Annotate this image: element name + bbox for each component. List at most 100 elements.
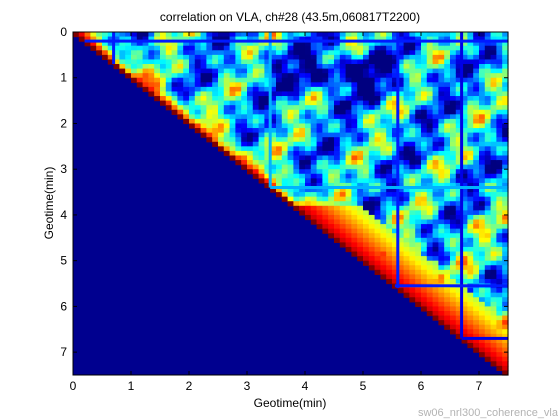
heatmap-cell: [270, 178, 277, 184]
heatmap-cell: [368, 242, 376, 248]
heatmap-cell: [473, 54, 480, 61]
heatmap-cell: [444, 77, 451, 83]
heatmap-cell: [223, 123, 231, 129]
heatmap-cell: [212, 109, 219, 115]
heatmap-cell: [502, 123, 509, 129]
heatmap-cell: [305, 141, 312, 147]
heatmap-cell: [386, 146, 393, 152]
heatmap-cell: [177, 50, 184, 56]
heatmap-cell: [229, 146, 236, 152]
heatmap-cell: [432, 251, 439, 257]
heatmap-cell: [189, 64, 196, 70]
heatmap-cell: [397, 41, 405, 47]
heatmap-cell: [450, 105, 457, 111]
heatmap-cell: [206, 36, 213, 42]
heatmap-cell: [334, 164, 341, 170]
heatmap-cell: [473, 137, 480, 143]
heatmap-cell: [299, 205, 306, 211]
heatmap-cell: [177, 77, 184, 83]
heatmap-cell: [490, 356, 497, 362]
heatmap-cell: [450, 86, 457, 93]
x-axis-label: Geotime(min): [254, 396, 327, 410]
heatmap-cell: [473, 274, 480, 280]
heatmap-cell: [247, 118, 254, 125]
heatmap-cell: [484, 164, 492, 170]
heatmap-cell: [461, 114, 468, 120]
heatmap-cell: [316, 41, 323, 47]
heatmap-cell: [235, 128, 242, 134]
heatmap-cell: [165, 50, 173, 56]
heatmap-cell: [450, 310, 457, 317]
heatmap-cell: [496, 96, 503, 102]
heatmap-cell: [461, 82, 468, 88]
heatmap-cell: [305, 214, 312, 221]
heatmap-cell: [368, 178, 376, 184]
heatmap-cell: [322, 82, 329, 88]
heatmap-cell: [368, 210, 376, 216]
heatmap-cell: [380, 64, 387, 70]
heatmap-cell: [258, 169, 265, 175]
heatmap-cell: [455, 114, 463, 120]
heatmap-cell: [421, 237, 428, 243]
heatmap-cell: [368, 36, 376, 42]
heatmap-cell: [218, 32, 225, 38]
heatmap-cell: [421, 96, 428, 102]
heatmap-cell: [293, 178, 300, 184]
heatmap-cell: [490, 173, 497, 179]
heatmap-cell: [351, 82, 358, 88]
heatmap-cell: [258, 59, 265, 65]
heatmap-cell: [426, 96, 434, 102]
heatmap-cell: [241, 164, 248, 170]
heatmap-cell: [264, 150, 271, 157]
heatmap-cell: [305, 59, 312, 65]
heatmap-cell: [484, 86, 492, 93]
heatmap-cell: [502, 150, 509, 157]
heatmap-cell: [206, 123, 213, 129]
heatmap-cell: [165, 86, 173, 93]
heatmap-cell: [479, 96, 486, 102]
heatmap-cell: [473, 77, 480, 83]
heatmap-cell: [363, 100, 370, 106]
heatmap-cell: [444, 256, 451, 262]
heatmap-cell: [490, 201, 497, 207]
heatmap-cell: [293, 100, 300, 106]
heatmap-cell: [218, 100, 225, 106]
heatmap-cell: [351, 160, 358, 166]
heatmap-cell: [206, 82, 213, 88]
heatmap-cell: [455, 178, 463, 184]
heatmap-cell: [102, 41, 109, 47]
heatmap-cell: [264, 41, 271, 47]
heatmap-cell: [194, 123, 202, 129]
heatmap-cell: [467, 45, 474, 51]
heatmap-cell: [432, 210, 439, 216]
y-axis-label: Geotime(min): [42, 167, 56, 240]
heatmap-cell: [270, 118, 277, 125]
heatmap-cell: [322, 100, 329, 106]
heatmap-cell: [421, 246, 428, 253]
heatmap-cell: [421, 233, 428, 239]
heatmap-cell: [421, 292, 428, 298]
heatmap-cell: [160, 32, 167, 38]
heatmap-cell: [293, 187, 300, 193]
heatmap-cell: [467, 251, 474, 257]
heatmap-cell: [270, 123, 277, 129]
heatmap-cell: [415, 123, 422, 129]
heatmap-cell: [299, 187, 306, 193]
heatmap-cell: [368, 109, 376, 115]
heatmap-cell: [473, 164, 480, 170]
heatmap-cell: [368, 45, 376, 51]
heatmap-cell: [194, 118, 202, 125]
heatmap-cell: [212, 132, 219, 138]
heatmap-cell: [368, 96, 376, 102]
heatmap-cell: [351, 132, 358, 138]
heatmap-cell: [426, 169, 434, 175]
heatmap-cell: [386, 82, 393, 88]
heatmap-cell: [490, 219, 497, 225]
heatmap-cell: [351, 141, 358, 147]
heatmap-cell: [194, 96, 202, 102]
heatmap-cell: [484, 187, 492, 193]
heatmap-cell: [316, 160, 323, 166]
heatmap-cell: [502, 297, 509, 303]
heatmap-cell: [421, 256, 428, 262]
heatmap-cell: [502, 141, 509, 147]
